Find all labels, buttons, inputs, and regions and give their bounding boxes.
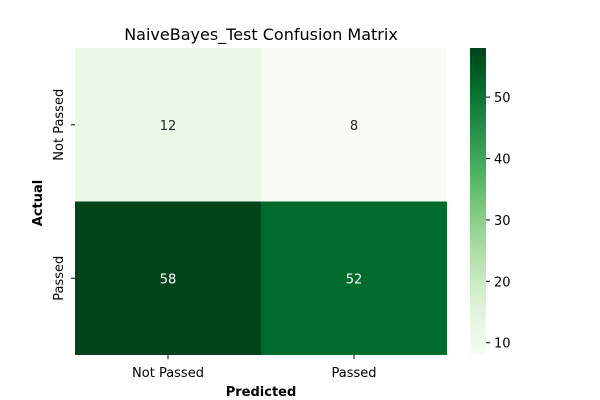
colorbar-tick-label: 40 <box>494 153 511 168</box>
colorbar-tick-label: 20 <box>494 275 511 290</box>
heatmap-cell <box>75 201 261 355</box>
x-tick-label: Not Passed <box>132 366 204 381</box>
cell-value-label: 12 <box>160 119 177 134</box>
x-tick-label: Passed <box>331 366 376 381</box>
cell-value-label: 52 <box>346 272 363 287</box>
heatmap-cells: 12 8 58 52 <box>75 48 447 355</box>
x-axis-label: Predicted <box>226 385 297 400</box>
chart-title: NaiveBayes_Test Confusion Matrix <box>124 25 398 45</box>
y-tick-label: Passed <box>52 256 67 301</box>
y-axis-ticks: Not Passed Passed <box>52 89 75 301</box>
y-axis-label: Actual <box>31 180 46 226</box>
heatmap-cell <box>75 48 261 202</box>
cell-value-label: 8 <box>350 119 358 134</box>
y-tick-label: Not Passed <box>52 89 67 161</box>
colorbar-ticks: 10 20 30 40 50 <box>486 91 511 352</box>
cell-value-label: 58 <box>160 272 177 287</box>
heatmap-cell <box>261 201 447 355</box>
x-axis-ticks: Not Passed Passed <box>132 355 377 381</box>
heatmap-cell <box>261 48 447 202</box>
colorbar-tick-label: 50 <box>494 91 511 106</box>
colorbar-tick-label: 30 <box>494 214 511 229</box>
colorbar-tick-label: 10 <box>494 337 511 352</box>
colorbar <box>470 48 486 355</box>
